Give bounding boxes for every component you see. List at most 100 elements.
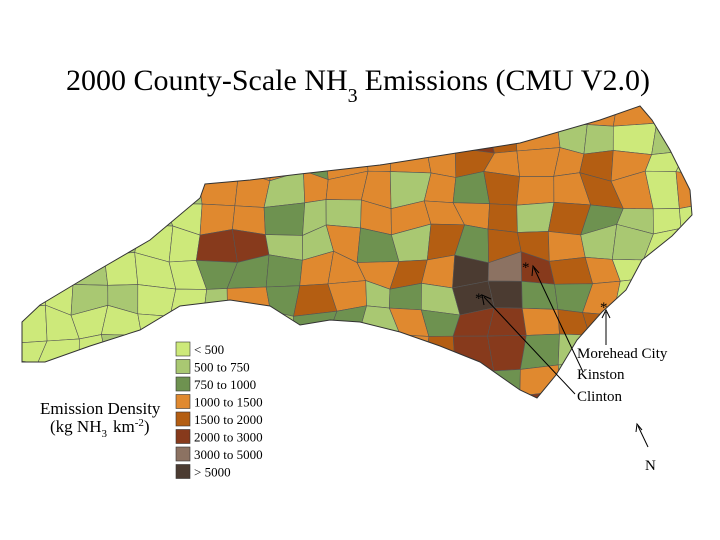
county bbox=[261, 364, 298, 398]
county bbox=[263, 202, 306, 236]
county bbox=[76, 226, 113, 259]
county bbox=[611, 313, 647, 339]
county bbox=[516, 147, 561, 177]
county bbox=[162, 169, 203, 205]
north-label: N bbox=[645, 458, 656, 474]
county bbox=[328, 332, 367, 371]
legend-swatch bbox=[175, 446, 191, 462]
place-label: Morehead City bbox=[577, 346, 668, 362]
county bbox=[299, 120, 333, 154]
county bbox=[169, 288, 208, 317]
county bbox=[68, 170, 105, 207]
county bbox=[678, 116, 692, 152]
county bbox=[74, 196, 113, 230]
county bbox=[389, 362, 427, 397]
title-text: Emissions (CMU V2.0) bbox=[365, 64, 650, 97]
county bbox=[326, 385, 360, 398]
county bbox=[519, 390, 562, 398]
state-outline bbox=[21, 105, 693, 399]
legend-label: 1500 to 2000 bbox=[194, 412, 263, 427]
county bbox=[22, 385, 38, 398]
morehead-marker: * bbox=[600, 300, 608, 316]
arrowhead bbox=[601, 308, 611, 319]
county bbox=[38, 257, 80, 285]
county bbox=[675, 365, 692, 397]
county bbox=[681, 305, 692, 342]
county bbox=[99, 118, 140, 153]
county bbox=[22, 304, 48, 345]
county bbox=[261, 390, 298, 398]
county bbox=[612, 122, 657, 155]
county bbox=[136, 169, 171, 204]
county bbox=[553, 106, 591, 125]
county bbox=[68, 118, 103, 154]
county bbox=[612, 106, 658, 127]
arrowhead bbox=[531, 264, 540, 277]
legend-unit: (kg NH3 km-2) bbox=[50, 417, 150, 440]
county bbox=[674, 281, 692, 311]
county bbox=[355, 106, 398, 122]
county bbox=[40, 153, 74, 177]
pointer-line bbox=[533, 267, 584, 373]
county bbox=[236, 144, 273, 182]
county bbox=[166, 313, 205, 339]
county bbox=[292, 310, 338, 344]
arrowhead bbox=[635, 422, 643, 433]
county bbox=[36, 362, 80, 396]
county bbox=[387, 106, 427, 124]
county bbox=[169, 150, 203, 178]
county bbox=[292, 364, 331, 391]
legend-swatch bbox=[175, 411, 191, 427]
county bbox=[136, 197, 174, 227]
county bbox=[22, 227, 40, 260]
county bbox=[359, 361, 397, 396]
county bbox=[37, 226, 80, 259]
county bbox=[22, 257, 49, 282]
county bbox=[36, 198, 78, 229]
county bbox=[22, 198, 48, 233]
legend-label: < 500 bbox=[194, 342, 224, 357]
county bbox=[389, 145, 432, 174]
north-arrow bbox=[637, 425, 649, 448]
pointer-line bbox=[483, 296, 576, 395]
county bbox=[164, 120, 203, 152]
unit-text: km bbox=[113, 417, 135, 436]
county bbox=[521, 307, 560, 336]
county bbox=[521, 280, 559, 310]
county bbox=[226, 116, 273, 155]
county bbox=[195, 229, 238, 263]
legend-label: 3000 to 5000 bbox=[194, 447, 263, 462]
county bbox=[102, 145, 141, 176]
county bbox=[40, 106, 69, 127]
legend-label: > 5000 bbox=[194, 465, 231, 480]
title-text: 2000 County-Scale NH bbox=[66, 64, 348, 97]
county bbox=[425, 335, 456, 371]
unit-subscript: 3 bbox=[101, 428, 107, 440]
kinston-marker: * bbox=[522, 260, 530, 276]
county bbox=[419, 390, 461, 398]
county bbox=[234, 170, 271, 208]
county bbox=[421, 122, 456, 149]
legend-swatch bbox=[175, 341, 191, 357]
county bbox=[487, 280, 523, 309]
legend: < 500 500 to 750 750 to 1000 1000 to 1500 15… bbox=[175, 341, 263, 480]
county bbox=[514, 106, 558, 126]
county bbox=[22, 125, 42, 155]
county bbox=[40, 123, 74, 154]
county bbox=[678, 227, 692, 263]
county bbox=[685, 335, 692, 368]
county bbox=[22, 142, 46, 177]
county bbox=[389, 390, 430, 398]
clinton-marker: * bbox=[475, 291, 483, 307]
county bbox=[548, 231, 586, 262]
county bbox=[102, 363, 141, 390]
county bbox=[492, 369, 521, 397]
county bbox=[292, 333, 331, 371]
county bbox=[131, 151, 174, 176]
county bbox=[677, 106, 692, 128]
county bbox=[454, 369, 495, 397]
title-subscript: 3 bbox=[348, 85, 358, 107]
county bbox=[675, 171, 692, 209]
unit-superscript: -2 bbox=[135, 417, 144, 429]
county bbox=[358, 332, 401, 363]
